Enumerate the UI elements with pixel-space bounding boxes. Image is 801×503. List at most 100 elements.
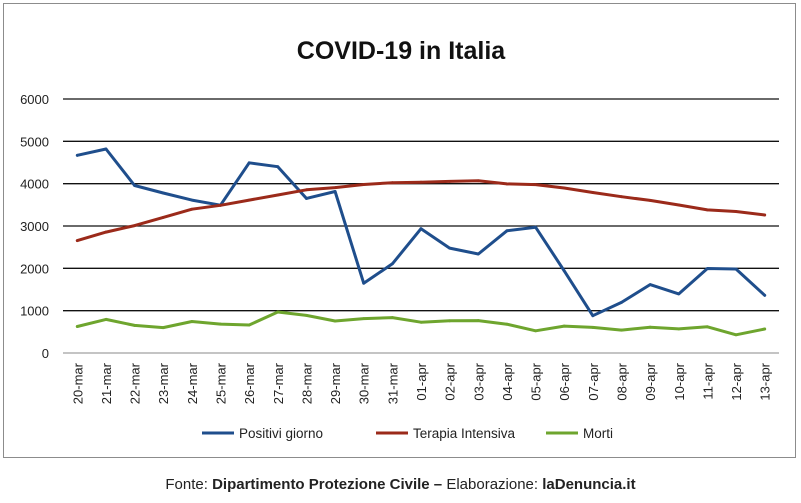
data-point-positivi-giorno (419, 227, 423, 231)
data-point-morti (305, 313, 308, 317)
x-tick-label: 27-mar (271, 362, 286, 404)
footer-elab-name: laDenuncia.it (542, 476, 636, 493)
x-tick-label: 02-apr (443, 362, 458, 400)
data-point-morti (333, 319, 337, 323)
data-point-morti (75, 325, 79, 328)
series-line-terapia-intensiva (75, 179, 767, 243)
data-point-positivi-giorno (247, 161, 251, 165)
legend-label-positivi-giorno: Positivi giorno (239, 426, 323, 441)
data-point-morti (419, 320, 423, 324)
y-tick-label: 0 (42, 346, 49, 361)
chart-title: COVID-19 in Italia (297, 37, 506, 65)
data-point-positivi-giorno (133, 184, 137, 187)
data-point-positivi-giorno (591, 314, 595, 318)
y-tick-label: 2000 (20, 261, 49, 276)
data-point-terapia-intensiva (505, 182, 509, 186)
x-tick-label: 11-apr (700, 362, 715, 399)
data-point-terapia-intensiva (390, 181, 394, 185)
data-point-positivi-giorno (75, 153, 79, 157)
data-point-morti (562, 324, 566, 328)
data-point-terapia-intensiva (763, 213, 767, 217)
data-point-morti (276, 310, 280, 314)
data-point-positivi-giorno (706, 267, 709, 270)
data-point-terapia-intensiva (448, 180, 452, 183)
data-point-terapia-intensiva (677, 203, 681, 207)
x-tick-label: 31-mar (385, 362, 400, 404)
data-point-positivi-giorno (333, 190, 337, 193)
data-point-terapia-intensiva (362, 183, 366, 186)
x-tick-label: 29-mar (328, 362, 343, 404)
x-tick-label: 03-apr (471, 362, 486, 400)
data-point-terapia-intensiva (706, 208, 709, 212)
data-point-morti (734, 333, 738, 337)
data-point-morti (476, 319, 480, 322)
x-tick-label: 26-mar (242, 362, 257, 404)
footer-source: Dipartimento Protezione Civile (212, 476, 430, 493)
series-lines (75, 147, 767, 337)
data-point-morti (362, 317, 366, 321)
y-tick-label: 3000 (20, 219, 49, 234)
x-tick-label: 13-apr (758, 362, 773, 400)
legend-label-morti: Morti (583, 426, 613, 441)
data-point-positivi-giorno (620, 301, 623, 304)
data-point-morti (219, 322, 222, 326)
x-axis-ticks: 20-mar 21-mar 22-mar 23-mar 24-mar 25-mar 26-m… (70, 362, 772, 404)
data-point-morti (706, 325, 709, 329)
data-point-positivi-giorno (390, 262, 394, 266)
data-point-morti (161, 326, 165, 329)
x-tick-label: 12-apr (729, 362, 744, 400)
data-point-terapia-intensiva (305, 188, 308, 192)
x-tick-label: 04-apr (500, 362, 515, 400)
x-tick-label: 22-mar (128, 362, 143, 404)
footer-separator: – (429, 476, 447, 493)
data-point-morti (190, 320, 194, 323)
x-tick-label: 30-mar (357, 362, 372, 404)
data-point-morti (390, 316, 394, 319)
data-point-positivi-giorno (505, 229, 509, 233)
data-point-positivi-giorno (476, 252, 480, 256)
data-point-positivi-giorno (305, 197, 308, 200)
data-point-terapia-intensiva (75, 239, 79, 243)
data-point-terapia-intensiva (276, 193, 280, 197)
gridlines (63, 98, 779, 354)
data-point-morti (620, 328, 623, 332)
legend: Positivi giorno Terapia Intensiva Morti (202, 426, 613, 441)
data-point-terapia-intensiva (476, 179, 480, 183)
data-point-morti (677, 327, 681, 331)
y-tick-label: 1000 (20, 304, 49, 319)
data-point-morti (763, 327, 767, 331)
data-point-terapia-intensiva (133, 224, 137, 228)
series-line-positivi-giorno (75, 147, 767, 318)
footer-elab-label: Elaborazione: (446, 476, 543, 493)
data-point-terapia-intensiva (219, 203, 222, 207)
x-tick-label: 06-apr (557, 362, 572, 400)
data-point-terapia-intensiva (534, 183, 537, 187)
x-tick-label: 09-apr (643, 362, 658, 400)
x-tick-label: 05-apr (529, 362, 544, 400)
data-point-morti (247, 323, 251, 327)
data-point-morti (534, 329, 537, 333)
data-point-positivi-giorno (276, 165, 280, 169)
data-point-terapia-intensiva (419, 180, 423, 184)
y-tick-label: 6000 (20, 92, 49, 107)
data-point-positivi-giorno (448, 246, 452, 250)
x-tick-label: 24-mar (185, 362, 200, 404)
data-point-terapia-intensiva (247, 198, 251, 202)
data-point-terapia-intensiva (591, 191, 595, 194)
y-tick-label: 4000 (20, 177, 49, 192)
data-point-positivi-giorno (104, 147, 108, 151)
data-point-positivi-giorno (648, 283, 652, 287)
legend-label-terapia-intensiva: Terapia Intensiva (413, 426, 516, 441)
chart-frame: COVID-19 in Italia 0 1000 2000 3000 4000 5000… (3, 3, 796, 458)
source-footer: Fonte: Dipartimento Protezione Civile – … (0, 476, 801, 493)
data-point-positivi-giorno (362, 281, 366, 285)
data-point-terapia-intensiva (161, 215, 165, 219)
data-point-positivi-giorno (763, 293, 767, 297)
data-point-terapia-intensiva (562, 186, 566, 190)
x-tick-label: 07-apr (586, 362, 601, 400)
data-point-morti (133, 324, 137, 327)
data-point-terapia-intensiva (190, 207, 194, 211)
x-tick-label: 28-mar (299, 362, 314, 404)
data-point-positivi-giorno (190, 198, 194, 202)
x-tick-label: 10-apr (672, 362, 687, 400)
